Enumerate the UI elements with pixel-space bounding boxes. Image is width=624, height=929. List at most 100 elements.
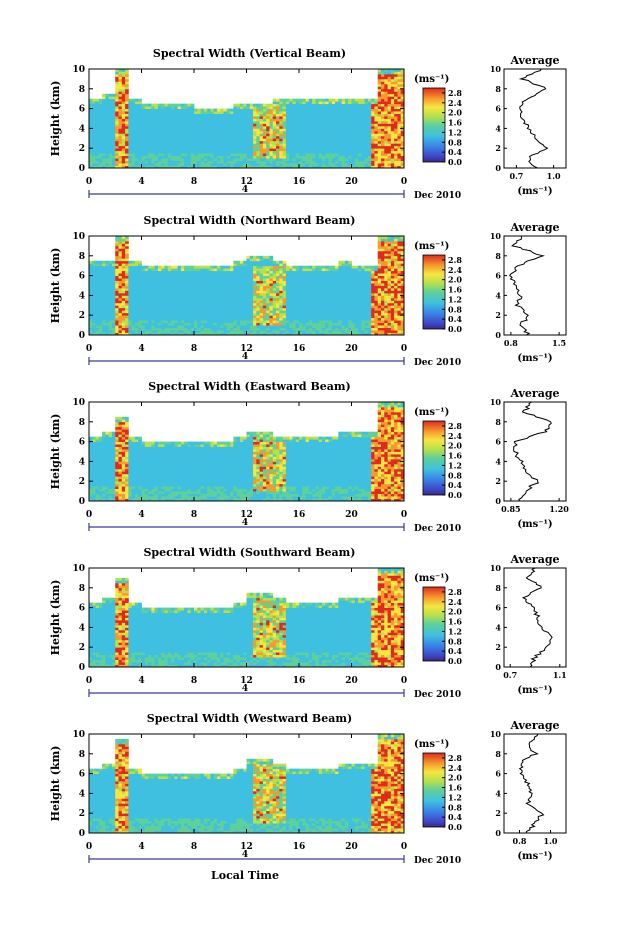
y-axis-label: Height (km) [49,746,62,822]
heatmap-cells [89,734,405,834]
colorbar-tick-label: 2.4 [448,597,462,607]
y-axis: 0 2 4 6 8 10 [72,232,404,341]
average-line [509,235,545,336]
average-x-tick-label: 1.20 [549,504,569,514]
average-frame [503,733,567,834]
average-y-tick-label: 2 [495,808,501,818]
y-axis-label: Height (km) [49,81,62,157]
y-tick-label: 4 [79,457,85,467]
average-title: Average [509,387,559,400]
average-profile: Average 0 2 4 6 8 10 0.7 1.1(ms⁻¹) [490,553,567,696]
colorbar-tick-label: 1.2 [448,792,462,802]
y-tick-label: 10 [72,398,85,408]
x-tick-label: 8 [191,177,197,187]
colorbar-tick-label: 2.0 [448,607,462,617]
y-tick-label: 2 [79,144,85,154]
colorbar-tick-label: 2.0 [448,441,462,451]
colorbar-tick-label: 2.8 [448,753,462,763]
colorbar-tick-label: 2.8 [448,587,462,597]
average-x-tick-label: 1.0 [547,171,561,181]
average-x-tick-label: 0.7 [503,670,517,680]
average-y-tick-label: 10 [490,729,502,739]
date-marker: 4 [242,185,248,195]
colorbar-tick-label: 0.0 [448,822,462,832]
colorbar-gradient [422,254,446,330]
x-tick-label: 4 [138,177,144,187]
average-x-tick-label: 0.85 [501,504,520,514]
panel-3: Spectral Width (Eastward Beam)0 4 8 12 16 20 0… [49,380,569,534]
average-profile: Average 0 2 4 6 8 10 0.85 1.20 (ms⁻¹) [490,387,569,530]
x-tick-label: 12 [240,676,253,686]
average-y-tick-label: 4 [495,290,501,300]
x-tick-label: 12 [240,842,253,852]
colorbar-tick-label: 0.8 [448,304,462,314]
average-title: Average [509,719,559,732]
average-y-tick-label: 10 [490,563,502,573]
colorbar-tick-label: 1.6 [448,617,462,627]
y-tick-label: 10 [72,564,85,574]
x-tick-label: 12 [240,177,253,187]
y-tick-label: 0 [79,497,85,507]
heatmap-cells [89,402,405,502]
x-tick-label: 0 [401,344,407,354]
colorbar-tick-label: 2.4 [448,431,462,441]
date-bar: 4 Dec 2010 [88,185,461,201]
y-tick-label: 8 [79,750,85,760]
date-bar: 4 Dec 2010 [88,352,461,368]
colorbar-gradient [422,586,446,662]
colorbar-tick-label: 0.0 [448,490,462,500]
colorbar-tick-label: 2.0 [448,773,462,783]
average-x-tick-label: 1.5 [552,338,566,348]
colorbar-unit: (ms⁻¹) [414,573,449,584]
average-x-label: (ms⁻¹) [517,851,552,862]
date-marker: 4 [242,684,248,694]
average-y-tick-label: 8 [495,417,501,427]
y-axis-label: Height (km) [49,248,62,324]
x-axis: 0 4 8 12 16 20 0 [86,69,407,187]
x-tick-label: 16 [293,510,306,520]
heatmap-cells [89,69,405,169]
x-tick-label: 20 [345,177,358,187]
colorbar-tick-label: 0.8 [448,137,462,147]
colorbar: (ms⁻¹) 0.00.40.81.21.62.02.42.8 [414,407,462,500]
date-label: Dec 2010 [414,524,461,534]
date-label: Dec 2010 [414,191,461,201]
x-tick-label: 20 [345,510,358,520]
x-tick-label: 8 [191,344,197,354]
colorbar-tick-label: 0.4 [448,147,462,157]
y-axis: 0 2 4 6 8 10 [72,65,404,174]
y-tick-label: 8 [79,252,85,262]
colorbar-tick-label: 0.4 [448,646,462,656]
date-bar: 4 Dec 2010 [88,684,461,700]
y-tick-label: 6 [79,272,85,282]
average-y-tick-label: 10 [490,231,502,241]
colorbar-tick-label: 2.8 [448,255,462,265]
colorbar: (ms⁻¹) 0.00.40.81.21.62.02.42.8 [414,74,462,167]
x-tick-label: 0 [401,842,407,852]
colorbar-tick-label: 0.0 [448,656,462,666]
colorbar-tick-label: 1.6 [448,118,462,128]
average-title: Average [509,54,559,67]
average-y-tick-label: 4 [495,123,501,133]
average-y-tick-label: 10 [490,64,502,74]
y-tick-label: 6 [79,770,85,780]
y-tick-label: 2 [79,809,85,819]
average-frame [503,68,567,169]
average-title: Average [509,553,559,566]
average-x-label: (ms⁻¹) [517,186,552,197]
average-y-tick-label: 4 [495,622,501,632]
average-y-tick-label: 0 [495,163,501,173]
colorbar-tick-label: 1.2 [448,127,462,137]
x-tick-label: 0 [86,676,92,686]
y-tick-label: 8 [79,584,85,594]
colorbar-tick-label: 1.6 [448,783,462,793]
average-frame [503,401,567,502]
colorbar-tick-label: 2.0 [448,108,462,118]
colorbar-tick-label: 2.4 [448,763,462,773]
heatmap-cells [89,236,405,336]
y-axis: 0 2 4 6 8 10 [72,398,404,507]
x-tick-label: 0 [86,510,92,520]
x-axis: 0 4 8 12 16 20 0 [86,236,407,354]
colorbar: (ms⁻¹) 0.00.40.81.21.62.02.42.8 [414,573,462,666]
colorbar-tick-label: 1.2 [448,460,462,470]
